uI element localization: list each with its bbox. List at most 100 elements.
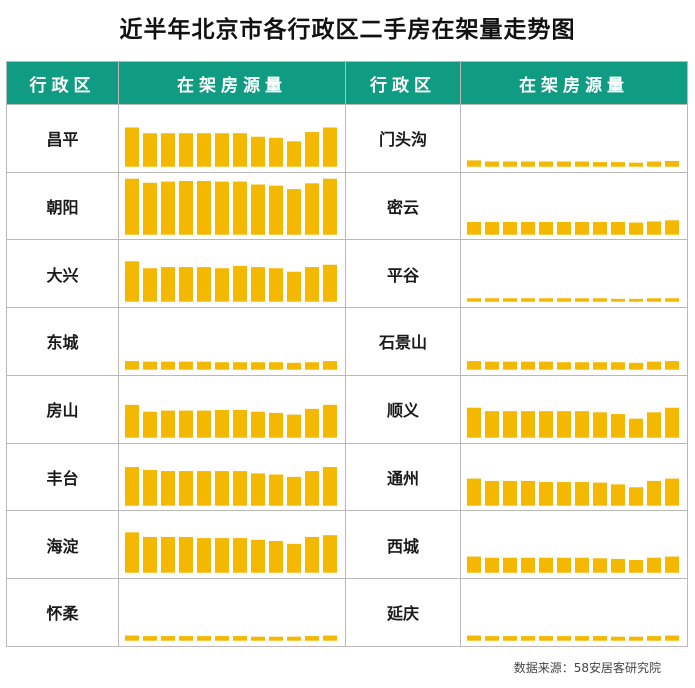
- listings-bars: [460, 104, 688, 173]
- district-name: 密云: [345, 171, 461, 241]
- listings-bars: [460, 239, 688, 309]
- chart-title: 近半年北京市各行政区二手房在架量走势图: [119, 17, 576, 43]
- bar: [484, 161, 499, 167]
- table-row: 海淀 西城: [6, 510, 688, 579]
- bar: [196, 538, 212, 573]
- bar: [323, 404, 338, 438]
- bar: [178, 410, 194, 438]
- sparkline-chart: [466, 635, 680, 641]
- bar: [196, 361, 212, 370]
- bar: [124, 127, 139, 167]
- bar: [250, 362, 266, 370]
- bar: [305, 362, 320, 370]
- bar: [520, 161, 536, 167]
- listings-bars: [118, 307, 346, 376]
- bar: [214, 268, 230, 303]
- sparkline-chart: [466, 407, 680, 438]
- bar: [124, 404, 139, 438]
- bar: [647, 480, 662, 506]
- district-name: 延庆: [345, 577, 461, 647]
- bar: [214, 409, 230, 438]
- bar: [502, 221, 518, 235]
- listings-bars: [118, 442, 346, 512]
- bar: [466, 298, 481, 303]
- bar: [611, 636, 626, 641]
- bar: [466, 361, 481, 370]
- bar: [269, 137, 284, 167]
- bar: [502, 161, 518, 167]
- bar: [269, 412, 284, 438]
- bar: [160, 410, 176, 438]
- bar: [305, 408, 320, 438]
- bar: [160, 470, 176, 506]
- header-listings-right: 在架房源量: [460, 61, 688, 105]
- bar: [305, 537, 320, 573]
- bar: [611, 559, 626, 573]
- bar: [178, 537, 194, 573]
- bar: [629, 486, 644, 506]
- table-row: 大兴 平谷: [6, 239, 688, 309]
- bar: [214, 362, 230, 370]
- bar: [124, 361, 139, 370]
- bar: [323, 361, 338, 370]
- bar: [665, 556, 680, 573]
- bar: [250, 636, 266, 641]
- bar: [287, 414, 302, 438]
- bar: [502, 480, 518, 506]
- bar: [574, 481, 590, 506]
- sparkline-chart: [124, 127, 338, 167]
- bar: [124, 466, 139, 506]
- bar: [196, 133, 212, 167]
- bar: [556, 161, 572, 167]
- bar: [232, 181, 248, 235]
- bar: [538, 221, 554, 235]
- district-name: 昌平: [6, 104, 119, 173]
- bar: [502, 557, 518, 573]
- bar: [665, 635, 680, 641]
- bar: [647, 221, 662, 235]
- sparkline-chart: [124, 404, 338, 438]
- bar: [647, 161, 662, 167]
- bar: [178, 267, 194, 303]
- listings-bars: [460, 307, 688, 376]
- bar: [232, 362, 248, 370]
- bar: [323, 535, 338, 573]
- bar: [323, 178, 338, 235]
- bar: [629, 222, 644, 235]
- bar: [287, 188, 302, 235]
- district-name: 门头沟: [345, 104, 461, 173]
- bar: [124, 261, 139, 303]
- bar: [611, 483, 626, 506]
- district-name: 东城: [6, 307, 119, 376]
- bar: [305, 267, 320, 303]
- sparkline-chart: [124, 635, 338, 641]
- table-row: 丰台 通州: [6, 442, 688, 512]
- bar: [611, 221, 626, 235]
- sparkline-chart: [466, 556, 680, 573]
- bar: [574, 410, 590, 438]
- listings-bars: [460, 442, 688, 512]
- header-listings-left: 在架房源量: [118, 61, 346, 105]
- bar: [574, 636, 590, 641]
- bar: [287, 544, 302, 573]
- bar: [305, 470, 320, 506]
- table-row: 怀柔 延庆: [6, 577, 688, 647]
- bar: [160, 267, 176, 303]
- sparkline-chart: [466, 478, 680, 506]
- bar: [647, 298, 662, 303]
- listings-bars: [460, 374, 688, 444]
- bar: [269, 362, 284, 370]
- bar: [142, 636, 157, 641]
- bar: [665, 478, 680, 506]
- bar: [269, 541, 284, 573]
- bar: [142, 469, 157, 506]
- bar: [142, 182, 157, 235]
- bar: [538, 481, 554, 506]
- bar: [232, 636, 248, 641]
- district-table: 行政区 在架房源量 行政区 在架房源量 昌平 门头沟 朝阳 密云 大兴 平谷 东城 石景山 房山…: [6, 61, 688, 647]
- bar: [178, 470, 194, 506]
- sparkline-chart: [124, 361, 338, 370]
- bar: [124, 532, 139, 573]
- district-name: 大兴: [6, 239, 119, 309]
- listings-bars: [118, 171, 346, 241]
